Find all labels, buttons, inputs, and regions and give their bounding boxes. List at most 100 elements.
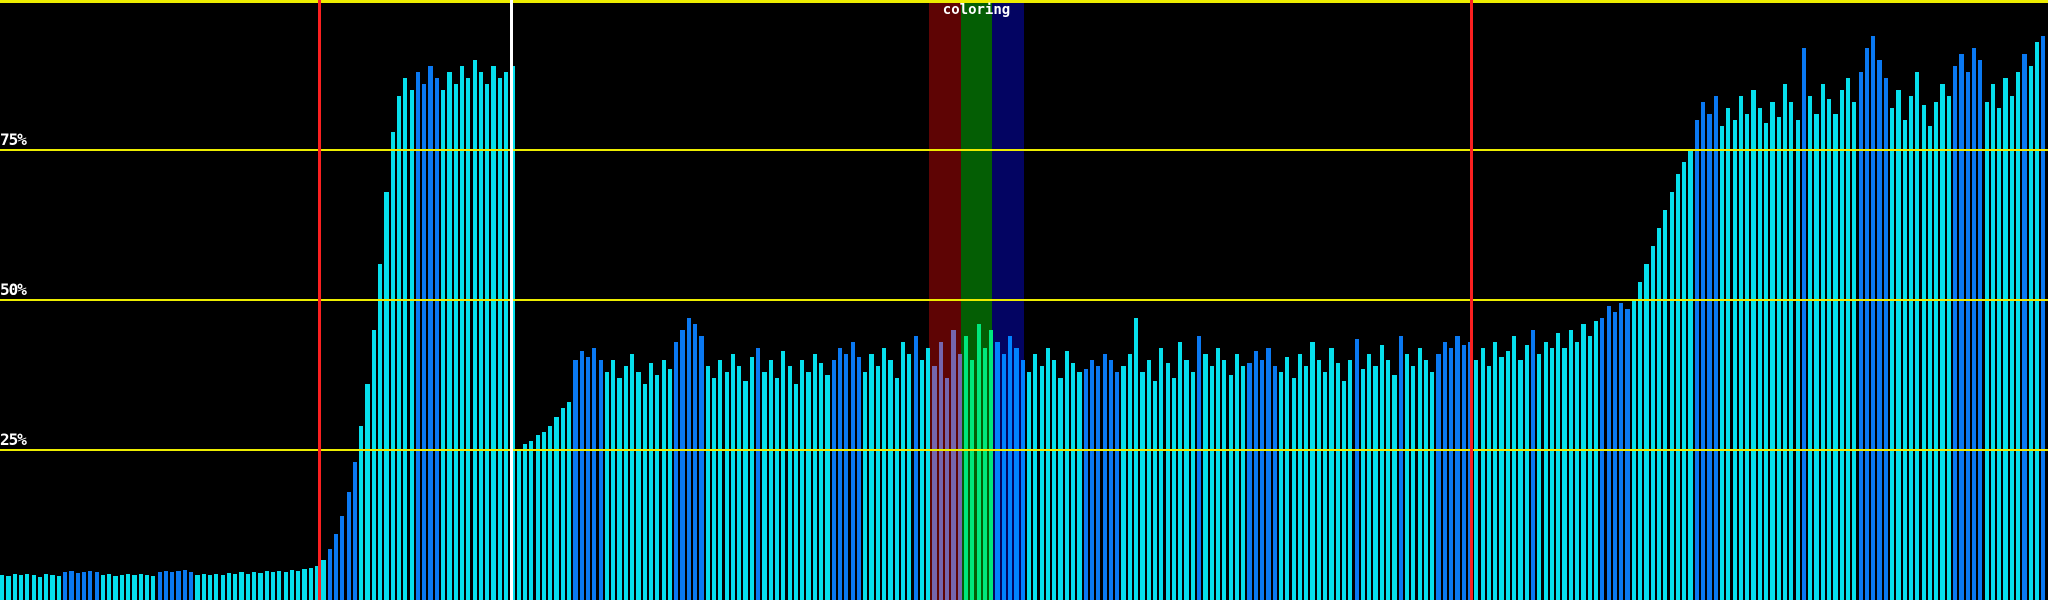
history-bar — [37, 576, 43, 600]
history-bar — [1776, 117, 1781, 600]
history-bar — [1493, 342, 1498, 600]
history-bar — [1215, 348, 1221, 600]
history-bar — [1883, 78, 1888, 600]
history-bar — [1638, 282, 1643, 600]
history-bar — [422, 84, 427, 600]
history-bar — [541, 432, 547, 600]
history-bar — [1278, 372, 1284, 600]
history-bar — [289, 570, 295, 600]
history-bar — [258, 573, 263, 600]
history-bar — [1612, 312, 1618, 600]
history-bar — [1839, 90, 1844, 600]
history-bar — [447, 72, 452, 600]
history-bar — [1606, 306, 1611, 600]
history-bar — [1071, 363, 1076, 600]
history-bar — [396, 96, 402, 600]
history-bar — [2034, 42, 2040, 600]
history-bar — [686, 318, 691, 600]
history-bar — [573, 360, 578, 600]
history-bar — [25, 573, 30, 600]
history-bar — [856, 357, 862, 600]
history-bar — [648, 363, 654, 600]
gridline-25 — [0, 449, 2048, 451]
history-bar — [409, 90, 414, 600]
history-bar — [1266, 348, 1271, 600]
history-bar — [315, 566, 320, 600]
history-bar — [459, 66, 465, 600]
history-bar — [1751, 90, 1756, 600]
history-bar — [1827, 99, 1832, 600]
history-bar — [1115, 372, 1120, 600]
history-bar — [44, 574, 49, 600]
history-bar — [1348, 360, 1353, 600]
history-bar — [1953, 66, 1958, 600]
history-bar — [907, 354, 912, 600]
history-bar — [195, 574, 200, 600]
history-bar — [1845, 78, 1851, 600]
history-bar — [1921, 105, 1926, 600]
history-bar — [1499, 357, 1504, 600]
history-bar — [1304, 366, 1309, 600]
history-bar — [522, 444, 528, 600]
history-bar — [81, 571, 87, 600]
history-bar — [1625, 309, 1630, 600]
history-bar — [806, 372, 811, 600]
history-bar — [107, 574, 112, 600]
history-bar — [1902, 120, 1907, 600]
history-bar — [1581, 324, 1586, 600]
history-bar — [1404, 354, 1410, 600]
history-bar — [667, 369, 673, 600]
history-bar — [2016, 72, 2021, 600]
history-bar — [680, 330, 685, 600]
history-bar — [390, 132, 395, 600]
history-bar — [504, 72, 509, 600]
history-bar — [1297, 354, 1303, 600]
history-bar — [308, 568, 313, 600]
history-bar — [1801, 48, 1807, 600]
y-axis-label-75: 75% — [0, 130, 27, 149]
history-bar — [982, 348, 988, 600]
history-bar — [1814, 114, 1819, 600]
history-bar — [1360, 369, 1366, 600]
history-bar — [1562, 348, 1567, 600]
history-bar — [1260, 360, 1265, 600]
history-bar — [1064, 351, 1069, 600]
history-bar — [516, 450, 521, 600]
history-bar — [1650, 246, 1655, 600]
history-bar — [1675, 174, 1681, 600]
history-bar — [611, 360, 616, 600]
history-bar — [359, 426, 364, 600]
history-bar — [1782, 84, 1788, 600]
history-bar — [371, 330, 376, 600]
history-bar — [333, 534, 339, 600]
history-bar — [812, 354, 817, 600]
history-bar — [699, 336, 704, 600]
history-bar — [1323, 372, 1328, 600]
history-bar — [1486, 366, 1492, 600]
history-bar — [441, 90, 446, 600]
history-bar — [1808, 96, 1813, 600]
history-bar — [1990, 84, 1996, 600]
red-marker-right-line — [1470, 0, 1473, 600]
history-bar — [863, 372, 868, 600]
history-bar — [661, 360, 666, 600]
history-bar — [762, 372, 767, 600]
history-bar — [1171, 378, 1177, 600]
history-bar — [352, 462, 358, 600]
history-bar — [831, 360, 836, 600]
history-bar — [1764, 123, 1769, 600]
history-bar — [1474, 360, 1479, 600]
history-bar — [1335, 363, 1340, 600]
history-bar — [428, 66, 433, 600]
history-bar — [1890, 108, 1895, 600]
history-bar — [2009, 96, 2014, 600]
history-bar — [604, 372, 610, 600]
history-bar — [1165, 363, 1170, 600]
history-bar — [1770, 102, 1775, 600]
history-bar — [844, 354, 849, 600]
history-bar — [1140, 372, 1145, 600]
history-bar — [711, 378, 717, 600]
history-bar — [201, 574, 206, 600]
history-bar — [1329, 348, 1334, 600]
history-bar — [1285, 357, 1290, 600]
